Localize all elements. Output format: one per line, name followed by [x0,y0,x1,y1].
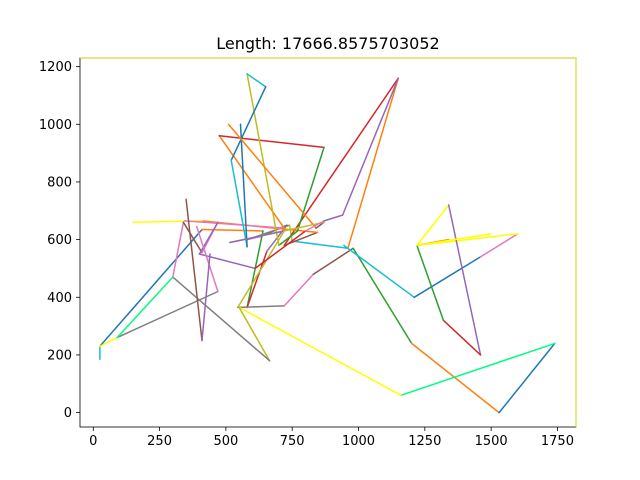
route-segment-9 [288,224,293,242]
route-segment-39 [238,306,271,362]
route-segment-1 [99,228,203,348]
route-segment-21 [246,73,280,247]
route-segment-16 [184,220,285,229]
route-segment-45 [198,253,256,270]
x-tick-label: 1000 [342,434,375,449]
axes: 0 250 500 750 1000 1250 1500 1750 0 200 400 600 800 1… [39,57,577,449]
route-segment-3 [246,230,264,309]
route-segment-46 [254,230,307,270]
route-segment-62 [201,253,211,342]
route-segment-19 [296,146,325,232]
route-segment-51 [413,256,482,299]
x-tick-label: 1250 [408,434,441,449]
route-segment-42 [182,221,203,254]
route-segment-60 [195,225,219,293]
route-segment-65 [416,233,492,247]
route-segment-2 [201,228,264,232]
route-segment-23 [230,86,267,162]
y-tick-label: 200 [47,348,72,363]
y-tick-label: 400 [47,291,72,306]
route-segment-37 [400,342,556,397]
route-segment-11 [347,77,400,250]
route-segment-47 [304,220,325,232]
y-tick-label: 0 [64,406,72,421]
route-segment-32 [283,273,315,307]
route-segment-40 [172,276,271,362]
route-segment-63 [99,336,118,348]
x-tick-label: 1500 [475,434,508,449]
route-segment-57 [442,319,482,356]
route-segment-4 [246,250,268,309]
route-segment-54 [416,204,450,247]
route-segment-18 [218,135,325,149]
route-segment-35 [410,342,500,414]
route-segment-25 [239,123,248,248]
route-segment-38 [238,306,402,397]
x-tick-label: 1750 [541,434,574,449]
route-segment-36 [498,342,556,414]
route-segment-24 [230,159,248,248]
route-segment-48 [323,214,344,222]
y-tick-label: 1200 [39,60,72,75]
y-tick-label: 1000 [39,118,72,133]
route-segment-56 [447,204,482,356]
route-segment-12 [283,77,400,247]
y-tick-label: 800 [47,175,72,190]
route-segment-26 [227,123,317,229]
x-tick-label: 250 [147,434,172,449]
x-tick-label: 500 [213,434,238,449]
chart-title: Length: 17666.8575703052 [216,34,439,53]
route-segment-58 [416,244,445,322]
route-segment-20 [278,230,299,247]
plot-area [99,73,556,414]
route-segment-31 [237,305,285,309]
x-tick-label: 0 [89,434,97,449]
route-segment-30 [237,230,285,309]
route-segment-44 [198,221,219,255]
route-segment-22 [246,73,267,88]
route-segment-33 [312,247,354,275]
route-segment-49 [341,77,400,216]
route-segment-64 [116,276,174,339]
route-segment-50 [343,244,415,299]
route-segment-10 [291,240,349,250]
route-segment-34 [352,247,413,345]
route-segment-29 [229,230,285,244]
route-segment-41 [172,221,185,278]
y-tick-label: 600 [47,233,72,248]
route-segment-52 [479,233,519,258]
route-segment-61 [185,198,203,342]
x-tick-label: 750 [280,434,305,449]
route-segment-59 [116,290,219,339]
